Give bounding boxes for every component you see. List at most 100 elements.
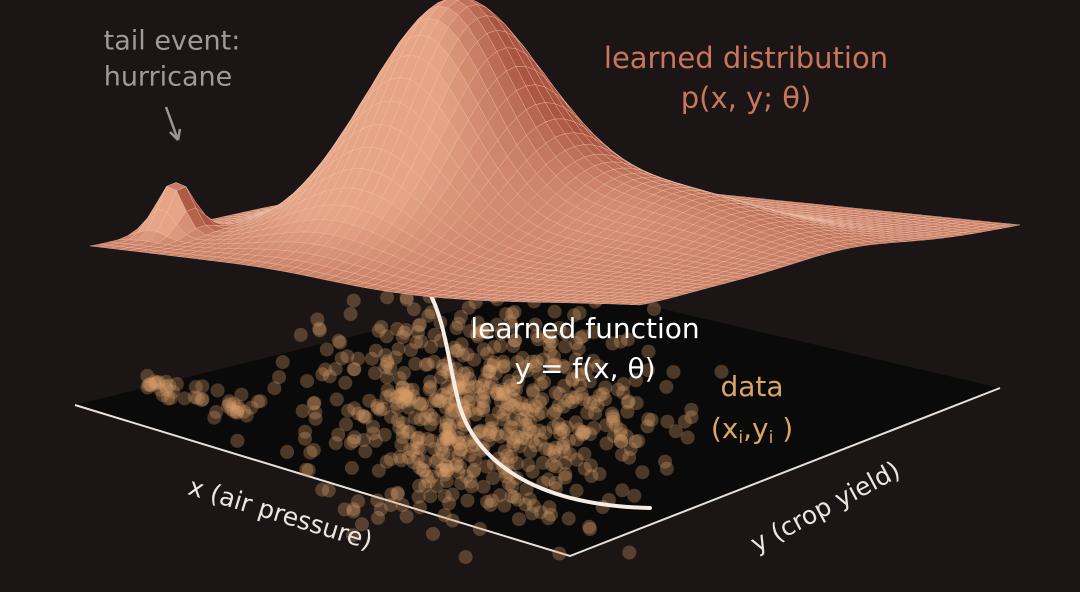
data-point xyxy=(439,390,454,405)
plane-edges xyxy=(74,387,1001,558)
data-point xyxy=(531,332,546,347)
data-point xyxy=(463,391,478,406)
data-point xyxy=(440,386,455,401)
data-point xyxy=(456,348,470,363)
data-point xyxy=(356,433,371,447)
data-point xyxy=(401,400,416,415)
data-point xyxy=(547,349,561,364)
data-point xyxy=(502,374,517,388)
data-point xyxy=(358,410,373,425)
data-point xyxy=(506,421,521,436)
data-point xyxy=(410,431,425,446)
data-point xyxy=(453,309,468,324)
data-point xyxy=(439,432,454,447)
data-point xyxy=(541,329,556,344)
data-point xyxy=(346,502,361,517)
notation-part: ,y xyxy=(743,412,768,445)
data-point xyxy=(420,432,435,446)
data-point xyxy=(483,497,498,512)
data-point xyxy=(622,545,637,560)
data-point xyxy=(450,434,465,449)
data-point xyxy=(542,337,557,352)
data-point xyxy=(378,360,393,375)
data-point xyxy=(605,406,619,421)
data-point xyxy=(647,302,661,317)
data-point xyxy=(321,483,336,498)
data-point xyxy=(483,425,498,439)
data-point xyxy=(315,367,330,382)
data-point xyxy=(411,318,426,333)
data-point xyxy=(451,436,466,451)
data-point xyxy=(378,348,393,362)
annotation-text: tail event: xyxy=(104,26,241,57)
data-point xyxy=(231,401,246,416)
data-point xyxy=(439,474,454,489)
data-point xyxy=(525,464,540,479)
data-point xyxy=(374,320,389,335)
data-point xyxy=(239,408,254,423)
data-point xyxy=(615,447,630,462)
data-point xyxy=(680,430,695,445)
data-point xyxy=(659,461,674,476)
data-point xyxy=(346,362,361,377)
data-point xyxy=(357,409,372,424)
data-point xyxy=(529,354,544,369)
data-point xyxy=(510,492,525,507)
data-point xyxy=(390,400,404,415)
data-point xyxy=(541,511,556,526)
data-point xyxy=(379,454,394,469)
data-point xyxy=(619,429,634,444)
data-point xyxy=(368,433,383,448)
data-point xyxy=(396,380,410,395)
data-point xyxy=(166,384,181,399)
data-point xyxy=(474,423,488,438)
data-point xyxy=(421,474,436,489)
data-point xyxy=(521,458,536,472)
data-point xyxy=(460,347,475,362)
data-point xyxy=(576,426,591,441)
data-point xyxy=(559,420,574,435)
data-point xyxy=(496,360,511,375)
data-point xyxy=(495,384,510,399)
data-point xyxy=(231,399,246,414)
data-point xyxy=(620,404,635,419)
data-point xyxy=(395,394,410,409)
data-point xyxy=(476,479,491,494)
data-point xyxy=(533,505,548,520)
data-point xyxy=(586,394,601,409)
data-point xyxy=(142,377,157,392)
data-point xyxy=(371,510,385,525)
data-point xyxy=(493,394,508,408)
data-point xyxy=(301,463,316,478)
data-point xyxy=(668,424,683,439)
data-point xyxy=(462,403,477,418)
data-point xyxy=(606,415,620,430)
surface-patch xyxy=(630,302,650,306)
data-point xyxy=(659,379,674,394)
data-point xyxy=(399,509,414,524)
data-point xyxy=(598,392,613,407)
data-point xyxy=(413,412,428,427)
data-point xyxy=(503,378,518,393)
data-point xyxy=(479,459,494,474)
data-point xyxy=(557,378,572,393)
data-point xyxy=(506,339,521,353)
data-point xyxy=(569,335,584,350)
data-point xyxy=(580,362,594,377)
data-point xyxy=(542,442,557,457)
data-point xyxy=(485,493,499,508)
data-point xyxy=(395,498,410,513)
data-point xyxy=(408,356,423,371)
data-point xyxy=(379,329,394,344)
data-point xyxy=(445,487,460,502)
data-point xyxy=(552,386,567,401)
data-point xyxy=(557,444,572,459)
notation-sub: i xyxy=(738,428,743,448)
data-point xyxy=(370,493,385,508)
data-point xyxy=(481,433,496,448)
data-point xyxy=(439,463,454,477)
data-point xyxy=(641,363,655,378)
data-point xyxy=(413,398,428,413)
data-point xyxy=(451,431,466,446)
data-point xyxy=(544,358,559,372)
